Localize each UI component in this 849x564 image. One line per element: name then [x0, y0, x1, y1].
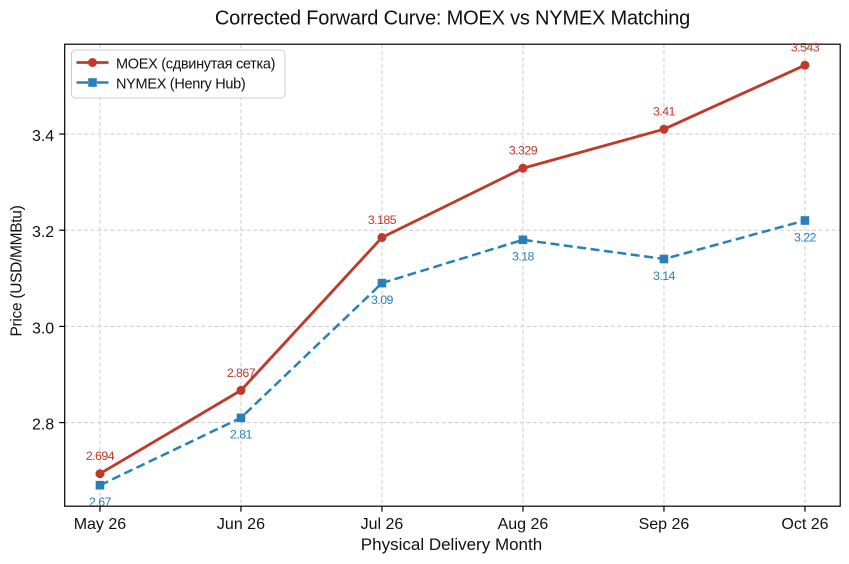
svg-text:3.09: 3.09 [371, 293, 394, 307]
svg-text:May 26: May 26 [74, 516, 127, 533]
svg-text:Sep 26: Sep 26 [639, 516, 690, 533]
svg-text:3.185: 3.185 [368, 213, 397, 227]
svg-text:2.81: 2.81 [230, 428, 253, 442]
svg-text:3.14: 3.14 [653, 269, 676, 283]
svg-text:3.22: 3.22 [794, 230, 817, 244]
svg-text:3.41: 3.41 [653, 105, 676, 119]
svg-text:3.4: 3.4 [32, 128, 54, 145]
svg-text:Oct 26: Oct 26 [781, 516, 828, 533]
svg-text:Jun 26: Jun 26 [217, 516, 265, 533]
svg-text:Price (USD/MMBtu): Price (USD/MMBtu) [8, 205, 25, 336]
svg-text:NYMEX (Henry Hub): NYMEX (Henry Hub) [116, 76, 245, 92]
svg-text:3.18: 3.18 [512, 250, 535, 264]
svg-text:3.2: 3.2 [32, 224, 54, 241]
svg-text:2.867: 2.867 [227, 366, 256, 380]
svg-text:2.8: 2.8 [32, 417, 54, 434]
svg-text:Aug 26: Aug 26 [498, 516, 549, 533]
svg-text:Corrected Forward Curve: MOEX: Corrected Forward Curve: MOEX vs NYMEX M… [215, 8, 690, 30]
svg-text:MOEX (сдвинутая сетка): MOEX (сдвинутая сетка) [116, 56, 275, 72]
svg-text:2.694: 2.694 [86, 449, 115, 463]
svg-text:2.67: 2.67 [89, 495, 112, 509]
svg-text:3.543: 3.543 [791, 41, 820, 55]
svg-text:3.0: 3.0 [32, 320, 54, 337]
svg-text:3.329: 3.329 [509, 144, 538, 158]
svg-text:Physical Delivery Month: Physical Delivery Month [361, 535, 542, 554]
svg-text:Jul 26: Jul 26 [361, 516, 404, 533]
